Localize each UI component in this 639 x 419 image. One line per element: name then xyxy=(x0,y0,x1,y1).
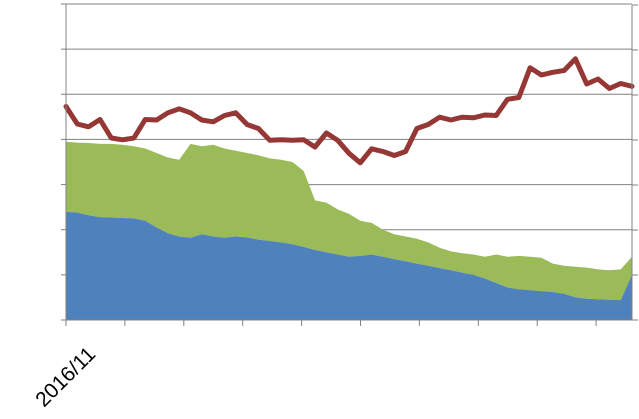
area-series-group xyxy=(66,142,632,320)
x-tick-label: 2016/11 xyxy=(31,343,100,412)
red-line-series xyxy=(66,59,632,163)
line-series-group xyxy=(66,59,632,163)
